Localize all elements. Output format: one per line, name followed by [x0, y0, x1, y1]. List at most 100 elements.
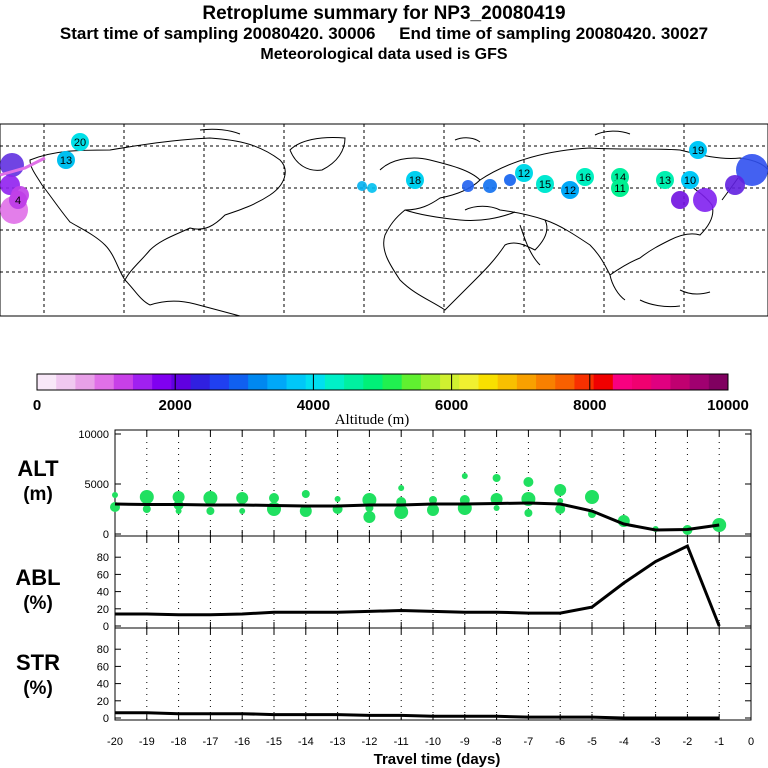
colorbar-cell: [401, 374, 422, 390]
colorbar-cell: [593, 374, 614, 390]
y-tick-label: 0: [103, 529, 109, 541]
map-marker: [656, 171, 674, 189]
x-tick-label: -5: [587, 736, 597, 748]
map-marker: [689, 141, 707, 159]
colorbar-tick-label: 4000: [297, 397, 330, 414]
colorbar-cell: [612, 374, 633, 390]
abl-series-line: [115, 543, 721, 627]
alt-cluster-point: [301, 490, 310, 498]
map-cluster-blob: [483, 179, 497, 193]
alt-cluster-point: [203, 491, 218, 505]
map-marker-label: 13: [60, 155, 72, 167]
sampling-times: Start time of sampling 20080420. 30006 E…: [0, 24, 768, 44]
colorbar-cell: [478, 374, 499, 390]
trajectory-line: [0, 156, 46, 177]
alt-panel-label: ALT: [17, 456, 59, 481]
alt-cluster-point: [493, 505, 500, 511]
alt-cluster-point: [236, 492, 249, 504]
colorbar-tick-label: 2000: [159, 397, 192, 414]
str-panel: STR (%): [16, 627, 752, 721]
abl-panel: ABL (%): [15, 535, 752, 629]
y-tick-label: 80: [97, 644, 109, 656]
x-tick-label: -10: [425, 736, 441, 748]
str-panel-unit: (%): [23, 678, 53, 699]
x-tick-label: -20: [107, 736, 123, 748]
map-marker: [561, 181, 579, 199]
alt-cluster-point: [461, 473, 468, 479]
colorbar-cell: [632, 374, 652, 390]
colorbar-cell: [516, 374, 537, 390]
x-tick-label: -2: [683, 736, 693, 748]
abl-panel-unit: (%): [23, 593, 53, 614]
map-marker: [536, 175, 554, 193]
map-marker: [681, 171, 699, 189]
x-tick-label: -9: [460, 736, 470, 748]
colorbar-cell: [171, 374, 192, 390]
colorbar-cell: [228, 374, 249, 390]
x-tick-label: -11: [394, 736, 409, 748]
str-panel-label: STR: [16, 650, 60, 675]
colorbar-cells: [37, 374, 729, 390]
colorbar-cell: [94, 374, 115, 390]
alt-cluster-point: [398, 485, 405, 491]
colorbar-cell: [286, 374, 307, 390]
colorbar-cell: [152, 374, 172, 390]
alt-cluster-point: [206, 507, 215, 515]
map-marker-label: 20: [74, 137, 86, 149]
colorbar-cell: [305, 374, 326, 390]
colorbar-tick-label: 6000: [435, 397, 468, 414]
map-marker: [406, 171, 424, 189]
alt-cluster-point: [299, 505, 312, 517]
colorbar-cell: [132, 374, 153, 390]
alt-cluster-point: [585, 490, 599, 504]
alt-cluster-point: [394, 505, 409, 519]
map-cluster-blob: [462, 180, 474, 192]
y-tick-label: 5000: [85, 479, 109, 491]
alt-cluster-point: [524, 509, 533, 517]
x-tick-label: -17: [202, 736, 218, 748]
alt-series-line: [114, 501, 720, 532]
map-cluster-blob: [725, 175, 745, 195]
map-marker: [71, 133, 89, 151]
map-marker-label: 4: [15, 195, 21, 207]
alt-cluster-point: [492, 474, 501, 482]
x-tick-label: -15: [266, 736, 282, 748]
map-cluster-blob: [671, 191, 689, 209]
map-marker-label: 11: [614, 183, 625, 195]
colorbar-cell: [56, 374, 76, 390]
y-tick-label: 0: [103, 621, 109, 633]
map-cluster-blob: [357, 181, 367, 191]
x-tick-label: -7: [524, 736, 534, 748]
colorbar: 0 2000 4000 6000 8000 10000 Altitude (m): [33, 373, 749, 428]
x-tick-label: -8: [492, 736, 502, 748]
x-tick-label: -1: [714, 736, 724, 748]
x-axis-label: Travel time (days): [374, 751, 501, 768]
alt-cluster-point: [429, 496, 437, 504]
map-grid: [0, 124, 768, 316]
x-tick-label: -3: [651, 736, 661, 748]
colorbar-cell: [536, 374, 556, 390]
alt-cluster-point: [523, 477, 534, 487]
y-tick-label: 20: [97, 604, 109, 616]
map-marker: [57, 151, 75, 169]
map-marker-label: 12: [518, 168, 530, 180]
colorbar-cell: [113, 374, 134, 390]
alt-cluster-point: [269, 493, 279, 503]
alt-panel-unit: (m): [23, 484, 53, 505]
colorbar-tick-label: 0: [33, 397, 41, 414]
map-marker-label: 13: [659, 175, 671, 187]
map-cluster-blob: [736, 154, 768, 186]
map-marker-label: 18: [409, 175, 421, 187]
x-tick-label: -19: [139, 736, 155, 748]
colorbar-cell: [670, 374, 691, 390]
y-tick-label: 60: [97, 661, 109, 673]
colorbar-cell: [209, 374, 230, 390]
colorbar-cell: [363, 374, 383, 390]
colorbar-ticks: 0 2000 4000 6000 8000 10000: [33, 374, 749, 414]
alt-cluster-point: [334, 496, 341, 502]
colorbar-cell: [555, 374, 575, 390]
alt-cluster-point: [427, 504, 439, 516]
str-series-line: [115, 711, 720, 720]
end-time-label: End time of sampling 20080420. 30027: [399, 24, 709, 43]
